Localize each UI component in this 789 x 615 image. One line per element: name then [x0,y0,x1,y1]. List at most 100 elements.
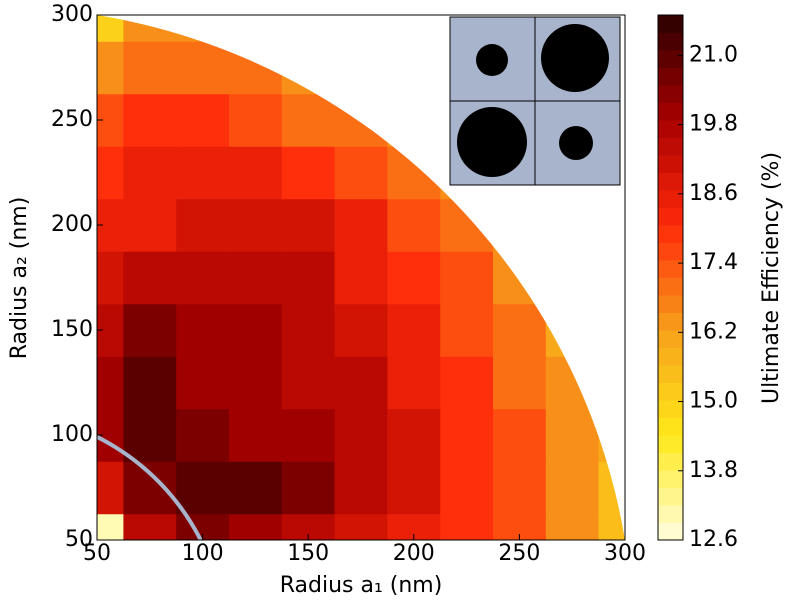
contour-cell [229,15,283,42]
contour-cell [440,461,494,515]
colorbar-band [658,400,683,418]
contour-cell [334,356,388,410]
contour-cell [334,303,388,357]
colorbar-band [658,32,683,51]
contour-cell [281,146,336,200]
contour-cell [493,198,547,252]
x-axis-label: Radius a₁ (nm) [280,573,443,598]
contour-cell [229,146,283,200]
colorbar-band [658,207,683,226]
contour-cell [176,303,230,357]
contour-cell [493,356,547,410]
contour-cell [229,93,283,147]
contour-cell [440,303,494,357]
contour-cell [281,303,336,357]
y-tick-label: 150 [51,317,93,342]
contour-cell [281,408,336,462]
contour-cell [281,461,336,515]
colorbar-tick-label: 13.8 [689,458,738,483]
contour-cell [493,408,547,462]
contour-cell [123,461,177,515]
colorbar-band [658,137,683,156]
contour-cell [229,251,283,305]
colorbar-band [658,312,683,331]
contour-cell [229,303,283,357]
contour-cell [387,15,441,42]
contour-cell [97,513,124,540]
contour-cell [493,251,547,305]
colorbar-band [658,50,683,68]
colorbar-band [658,120,683,138]
contour-cell [334,461,388,515]
y-axis-label: Radius a₂ (nm) [7,197,32,360]
colorbar-band [658,347,683,366]
colorbar-tick-label: 19.8 [689,112,738,137]
y-tick-label: 100 [51,422,93,447]
colorbar-band [658,190,683,208]
colorbar-band [658,487,683,506]
contour-cell [334,146,388,200]
contour-cell [281,198,336,252]
contour-cell [123,198,177,252]
contour-cell [97,251,124,305]
contour-cell [97,356,124,410]
contour-cell [123,93,177,147]
contour-cell [176,198,230,252]
contour-cell [123,41,177,95]
contour-cell [229,198,283,252]
contour-cell [281,41,336,95]
contour-cell [176,41,230,95]
colorbar-band [658,15,683,33]
contour-cell [545,198,600,252]
colorbar-band [658,522,683,541]
colorbar-band [658,260,683,278]
contour-cell [176,251,230,305]
contour-cell [545,303,600,357]
contour-cell [281,251,336,305]
contour-cell [123,146,177,200]
colorbar-band [658,452,683,471]
contour-cell [176,146,230,200]
contour-cell [123,251,177,305]
contour-cell [387,198,441,252]
y-tick-label: 250 [51,107,93,132]
colorbar-band [658,382,683,401]
inset-diagram [449,16,621,186]
colorbar-band [658,67,683,86]
y-tick-label: 50 [65,527,93,552]
colorbar-tick-label: 18.6 [689,181,738,206]
x-tick-label: 150 [287,541,329,566]
x-tick-label: 50 [83,541,111,566]
contour-cell [176,356,230,410]
colorbar-band [658,330,683,348]
y-tick-label: 200 [51,212,93,237]
contour-cell [97,146,124,200]
x-tick-label: 250 [498,541,540,566]
contour-cell [334,408,388,462]
contour-cell [545,356,600,410]
contour-cell [387,356,441,410]
contour-cell [281,356,336,410]
colorbar-tick-label: 16.2 [689,319,738,344]
contour-cell [334,513,388,540]
contour-cell [176,408,230,462]
contour-cell [387,146,441,200]
contour-cell [387,461,441,515]
contour-cell [97,461,124,515]
contour-cell [387,251,441,305]
contour-cell [229,408,283,462]
contour-cell [440,408,494,462]
contour-cell [97,15,124,42]
contour-cell [493,303,547,357]
colorbar-tick-label: 12.6 [689,527,738,552]
contour-cell [176,15,230,42]
contour-cell [123,513,177,540]
contour-cell [334,198,388,252]
contour-cell [229,513,283,540]
contour-cell [440,198,494,252]
contour-cell [334,15,388,42]
x-tick-label: 200 [393,541,435,566]
contour-cell [545,251,600,305]
contour-cell [281,15,336,42]
contour-cell [281,93,336,147]
